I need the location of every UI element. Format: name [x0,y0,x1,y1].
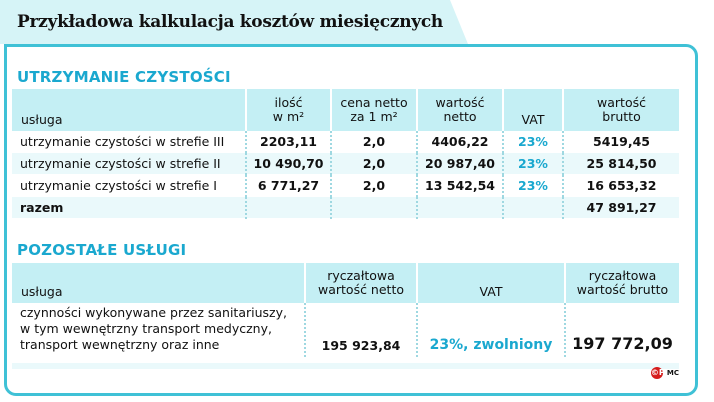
empty-cell [502,196,563,219]
section-title-other: POZOSTAŁE USŁUGI [17,241,187,259]
author-initials: MC [666,369,679,377]
cell-brutto: 5419,45 [562,131,679,153]
title-tab [0,0,468,44]
total-row: razem 47 891,27 [12,196,679,219]
cell-netto: 13 542,54 [416,174,503,197]
empty-cell [416,196,503,219]
cell-ilosc: 6 771,27 [245,174,331,197]
cell-cena: 2,0 [330,174,417,197]
cell-brutto: 16 653,32 [562,174,679,197]
header-usluga: usługa [12,263,305,303]
cleaning-table: usługa ilość w m² cena netto za 1 m² warto… [12,89,679,219]
cell-ilosc: 2203,11 [245,131,331,153]
cell-vat: 23% [502,174,563,197]
cell-usluga: utrzymanie czystości w strefie II [12,152,246,175]
cell-vat: 23%, zwolniony [416,303,565,357]
other-services-table: usługa ryczałtowa wartość netto VAT rycza… [12,263,679,357]
cell-usluga: czynności wykonywane przez sanitariuszy,… [12,303,305,357]
page-title: Przykładowa kalkulacja kosztów miesięczn… [17,12,443,32]
credit: ©P MC [650,367,679,379]
empty-cell [330,196,417,219]
header-usluga: usługa [12,89,246,131]
table-row: czynności wykonywane przez sanitariuszy,… [12,303,679,357]
empty-cell [245,196,331,219]
cell-ilosc: 10 490,70 [245,152,331,175]
table-row: utrzymanie czystości w strefie III 2203,… [12,131,679,153]
usluga-line: czynności wykonywane przez sanitariuszy, [20,305,287,320]
total-value: 47 891,27 [562,196,679,219]
cleaning-table-header: usługa ilość w m² cena netto za 1 m² warto… [12,89,679,131]
header-ryczaltowa-brutto: ryczałtowa wartość brutto [564,263,679,303]
header-ryczaltowa-netto: ryczałtowa wartość netto [304,263,417,303]
other-table-header: usługa ryczałtowa wartość netto VAT rycza… [12,263,679,303]
header-wartosc-brutto: wartość brutto [562,89,679,131]
header-ilosc: ilość w m² [245,89,331,131]
cell-netto: 20 987,40 [416,152,503,175]
header-cena: cena netto za 1 m² [330,89,417,131]
header-vat: VAT [502,89,563,131]
cell-usluga: utrzymanie czystości w strefie I [12,174,246,197]
total-label: razem [12,196,246,219]
usluga-line: w tym wewnętrzny transport medyczny, [20,321,272,336]
cell-vat: 23% [502,131,563,153]
cell-brutto: 25 814,50 [562,152,679,175]
cell-netto: 4406,22 [416,131,503,153]
cell-usluga: utrzymanie czystości w strefie III [12,131,246,153]
cell-brutto: 197 772,09 [564,303,679,357]
table-row: utrzymanie czystości w strefie II 10 490… [12,152,679,175]
header-vat: VAT [416,263,565,303]
agency-logo: ©P [650,367,665,379]
usluga-line: transport wewnętrzny oraz inne [20,337,220,352]
section-title-cleaning: UTRZYMANIE CZYSTOŚCI [17,68,231,86]
table-row: utrzymanie czystości w strefie I 6 771,2… [12,174,679,197]
cell-cena: 2,0 [330,152,417,175]
header-wartosc-netto: wartość netto [416,89,503,131]
cell-netto: 195 923,84 [304,303,417,357]
cell-vat: 23% [502,152,563,175]
row-stripe [12,363,679,369]
cell-cena: 2,0 [330,131,417,153]
